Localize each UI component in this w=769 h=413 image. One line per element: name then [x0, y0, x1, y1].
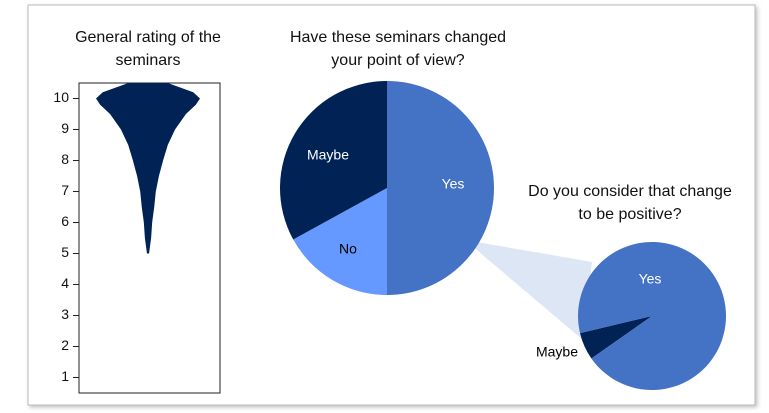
y-tick-label: 4	[61, 275, 69, 291]
slice-label: Maybe	[307, 147, 349, 163]
pie-slice	[293, 188, 387, 295]
slice-label: Yes	[442, 176, 465, 192]
slice-label: Yes	[639, 271, 662, 287]
slice-label: No	[339, 241, 357, 257]
y-tick-label: 2	[61, 337, 69, 353]
y-tick-label: 6	[61, 213, 69, 229]
pie-slice	[578, 241, 727, 390]
y-tick-label: 10	[53, 89, 69, 105]
chart-title: General rating of the seminars	[75, 29, 221, 69]
pie-slice	[280, 81, 387, 240]
slice-label: Maybe	[536, 344, 578, 360]
connector	[465, 240, 592, 340]
y-tick-label: 1	[61, 368, 69, 384]
pie-slice	[580, 316, 652, 359]
y-tick-label: 9	[61, 120, 69, 136]
y-tick-label: 3	[61, 306, 69, 322]
y-tick-label: 5	[61, 244, 69, 260]
y-tick-label: 7	[61, 182, 69, 198]
pie-slice	[387, 81, 494, 295]
violin	[96, 83, 200, 254]
chart-title: Do you consider that change to be positi…	[528, 183, 732, 223]
y-tick-label: 8	[61, 151, 69, 167]
chart-title: Have these seminars changed your point o…	[289, 29, 507, 69]
